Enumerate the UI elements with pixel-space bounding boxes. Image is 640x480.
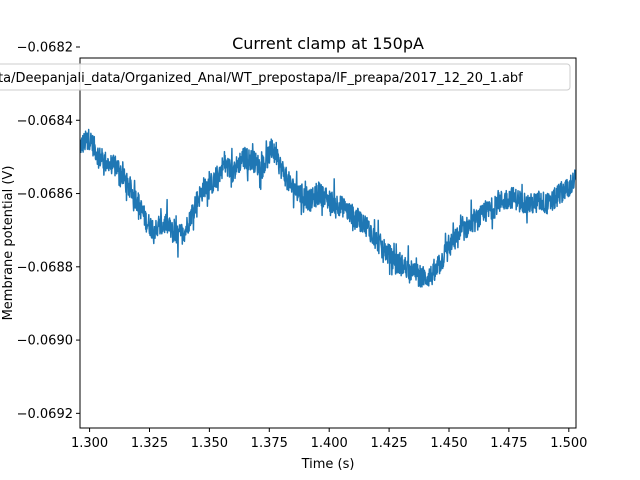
y-tick-label: −0.0686 [17,187,73,202]
x-tick-label: 1.325 [131,436,168,451]
x-tick-label: 1.500 [550,436,587,451]
y-tick-label: −0.0688 [17,260,73,275]
x-tick-label: 1.425 [370,436,407,451]
y-axis: −0.0692 −0.0690 −0.0688 −0.0686 −0.0684 −0.06… [17,41,80,422]
y-tick-label: −0.0684 [17,114,73,129]
legend-entry: ta/Deepanjali_data/Organized_Anal/WT_pre… [0,71,523,86]
x-axis: 1.300 1.325 1.350 1.375 1.400 1.425 1.450 1.475… [71,428,587,451]
y-tick-label: −0.0682 [17,41,73,56]
y-tick-label: −0.0692 [17,407,73,422]
x-tick-label: 1.350 [191,436,228,451]
x-tick-label: 1.475 [490,436,527,451]
plot-frame [79,57,577,429]
x-tick-label: 1.300 [71,436,108,451]
x-axis-label: Time (s) [301,457,355,472]
x-tick-label: 1.375 [251,436,288,451]
series-layer [80,128,576,288]
chart-title: Current clamp at 150pA [232,34,424,53]
x-tick-label: 1.400 [311,436,348,451]
y-tick-label: −0.0690 [17,334,73,349]
y-axis-label: Membrane potential (V) [1,166,16,321]
x-tick-label: 1.450 [430,436,467,451]
series-line-0 [80,128,576,288]
legend-box [0,63,571,91]
legend: ta/Deepanjali_data/Organized_Anal/WT_pre… [0,63,571,91]
